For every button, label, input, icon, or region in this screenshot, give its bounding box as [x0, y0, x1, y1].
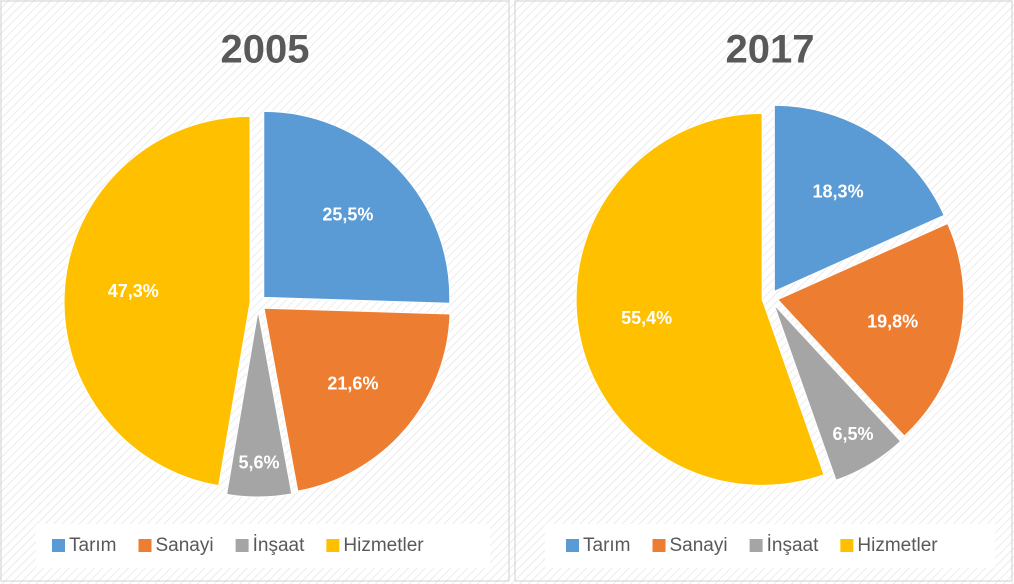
data-label: 21,6%	[327, 373, 378, 393]
legend-swatch	[326, 539, 340, 552]
legend-label: İnşaat	[767, 535, 819, 556]
legend-swatch	[749, 539, 763, 552]
data-label: 19,8%	[867, 312, 918, 332]
legend-swatch	[652, 539, 666, 552]
pie-slice	[776, 222, 965, 437]
panel-border	[514, 0, 1013, 582]
chart-title: 2005	[221, 28, 310, 72]
legend-swatch	[138, 539, 152, 552]
legend-box	[545, 524, 995, 568]
data-label: 47,3%	[108, 281, 159, 301]
pie-slice	[263, 307, 451, 492]
legend-swatch	[566, 539, 579, 552]
chart-title: 2017	[726, 28, 815, 72]
pie-slice	[63, 115, 251, 487]
legend-swatch	[840, 539, 854, 552]
legend-label: Sanayi	[156, 535, 214, 556]
panel-border	[0, 0, 510, 582]
pie-slice	[263, 110, 451, 304]
pie-slice	[575, 112, 825, 486]
legend-box	[36, 524, 490, 568]
data-label: 6,5%	[832, 424, 873, 444]
pie-slice	[773, 104, 945, 293]
legend-label: Tarım	[583, 535, 631, 556]
pie-slice	[226, 310, 293, 498]
data-label: 55,4%	[621, 308, 672, 328]
legend-label: Sanayi	[670, 535, 728, 556]
legend-swatch	[52, 539, 65, 552]
data-label: 5,6%	[238, 452, 279, 472]
legend-label: Hizmetler	[857, 535, 938, 556]
legend-label: Tarım	[69, 535, 117, 556]
pie-slice	[773, 304, 902, 481]
legend-label: Hizmetler	[343, 535, 424, 556]
data-label: 25,5%	[322, 205, 373, 225]
legend-swatch	[235, 539, 249, 552]
legend-label: İnşaat	[253, 535, 305, 556]
data-label: 18,3%	[813, 182, 864, 202]
